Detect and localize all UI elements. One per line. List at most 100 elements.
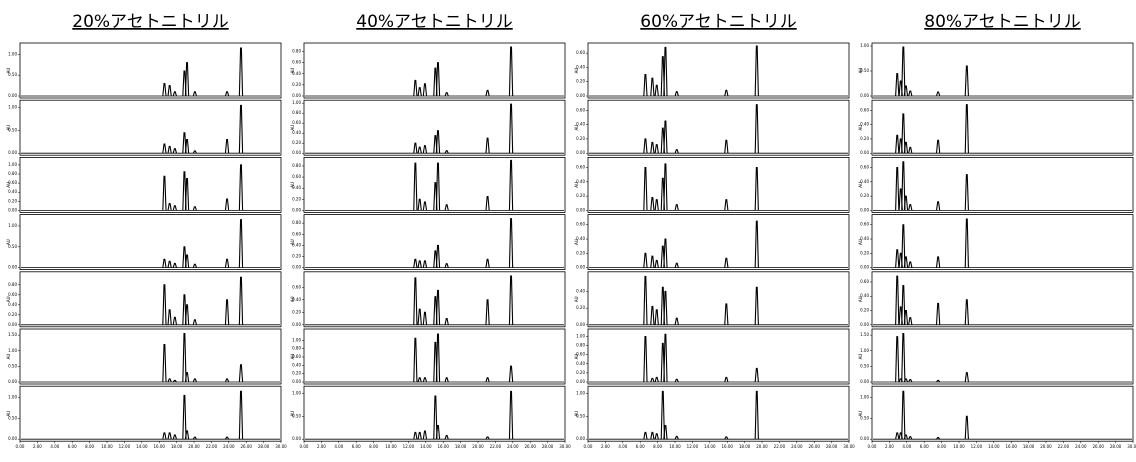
y-tick-label: 0.00 — [860, 265, 869, 270]
peak — [417, 146, 422, 154]
x-tick-label: 2.00 — [33, 444, 42, 449]
x-tick-label: 10.00 — [101, 444, 113, 449]
y-axis-label: AU — [858, 296, 863, 302]
peak — [654, 376, 659, 383]
y-axis-label: AU — [6, 182, 11, 188]
peak — [182, 294, 187, 325]
peak — [192, 263, 197, 268]
peak — [172, 148, 177, 154]
peak — [182, 132, 187, 154]
peak — [167, 309, 172, 325]
panel-frame — [871, 42, 1134, 99]
y-axis-label: AU — [6, 411, 11, 417]
peak — [238, 104, 244, 154]
x-tick-label: 22.00 — [206, 444, 218, 449]
x-tick-label: 10.00 — [669, 444, 681, 449]
peak — [901, 390, 906, 440]
peak — [433, 395, 438, 440]
x-tick-label: 18.00 — [1023, 444, 1035, 449]
peak — [895, 275, 900, 325]
y-tick-label: 0.60 — [576, 352, 585, 357]
y-tick-label: 0.40 — [860, 236, 869, 241]
y-tick-label: 0.50 — [860, 415, 869, 420]
y-tick-label: 0.50 — [8, 72, 17, 77]
x-tick-label: 10.00 — [385, 444, 397, 449]
y-tick-label: 0.20 — [576, 136, 585, 141]
x-tick-label: 6.00 — [352, 444, 361, 449]
panel-frame — [19, 214, 282, 271]
peak — [660, 390, 665, 440]
peak — [413, 258, 418, 268]
y-axis-label: AU — [290, 354, 295, 360]
y-tick-label: 0.20 — [292, 253, 301, 258]
y-tick-label: 0.00 — [8, 322, 17, 327]
y-tick-label: 0.60 — [292, 60, 301, 65]
y-tick-label: 0.60 — [860, 222, 869, 227]
y-tick-label: 0.20 — [576, 305, 585, 310]
y-axis-label: AU — [574, 296, 579, 302]
y-tick-label: 0.40 — [292, 130, 301, 135]
peak — [485, 436, 490, 440]
panel-frame — [587, 42, 850, 99]
peak — [643, 252, 648, 268]
x-tick-label: 18.00 — [171, 444, 183, 449]
peak — [674, 149, 679, 154]
x-tick-label: 2.00 — [317, 444, 326, 449]
peak — [908, 204, 913, 211]
peak — [422, 260, 428, 268]
peak — [643, 74, 648, 97]
y-tick-label: 0.80 — [292, 49, 301, 54]
x-tick-label: 24.00 — [1075, 444, 1087, 449]
x-tick-label: 16.00 — [153, 444, 165, 449]
y-tick-label: 0.40 — [576, 236, 585, 241]
peak — [444, 263, 449, 268]
y-tick-label: 0.00 — [8, 379, 17, 384]
peak — [167, 145, 172, 154]
y-tick-label: 0.80 — [292, 163, 301, 168]
x-tick-label: 8.00 — [369, 444, 378, 449]
x-tick-label: 24.00 — [791, 444, 803, 449]
x-tick-label: 14.00 — [988, 444, 1000, 449]
y-tick-label: 0.60 — [292, 284, 301, 289]
panel-frame — [871, 328, 1134, 385]
y-axis-label: AU — [574, 182, 579, 188]
peak — [435, 333, 441, 383]
peak — [650, 77, 655, 97]
peak — [192, 91, 197, 97]
x-tick-label: 10.00 — [953, 444, 965, 449]
y-tick-label: 0.60 — [8, 292, 17, 297]
peak — [654, 199, 659, 211]
peak — [444, 92, 449, 97]
peak — [663, 46, 668, 97]
peak — [935, 256, 941, 268]
peak — [238, 219, 244, 268]
peak — [650, 305, 655, 325]
y-tick-label: 0.20 — [292, 371, 301, 376]
panel-frame — [303, 99, 566, 156]
x-tick-label: 28.00 — [258, 444, 270, 449]
y-tick-label: 0.20 — [576, 370, 585, 375]
peak — [172, 91, 177, 97]
peak — [660, 286, 665, 325]
peak — [663, 163, 668, 211]
y-tick-label: 0.20 — [8, 312, 17, 317]
y-tick-label: 0.50 — [860, 68, 869, 73]
peak — [238, 276, 244, 325]
y-tick-label: 0.50 — [860, 363, 869, 368]
peak — [162, 432, 167, 440]
peak — [908, 436, 913, 440]
peak — [485, 89, 490, 97]
y-tick-label: 0.50 — [8, 127, 17, 132]
peak — [435, 62, 441, 97]
peak — [413, 431, 418, 440]
y-tick-label: 0.80 — [292, 220, 301, 225]
y-tick-label: 0.60 — [576, 222, 585, 227]
peak — [192, 206, 197, 211]
peak — [663, 238, 668, 268]
peak — [182, 333, 187, 383]
y-tick-label: 0.00 — [8, 150, 17, 155]
x-tick-label: 8.00 — [937, 444, 946, 449]
peak — [508, 390, 514, 440]
y-tick-label: 0.40 — [576, 122, 585, 127]
peak — [444, 204, 449, 211]
